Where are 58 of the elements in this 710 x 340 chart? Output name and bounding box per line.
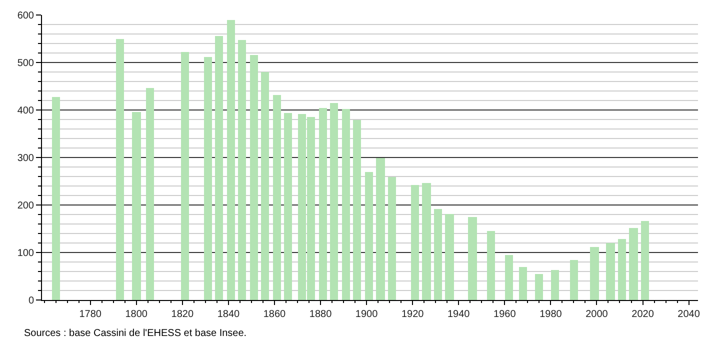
bar: [519, 267, 527, 300]
bar: [468, 217, 477, 300]
source-note: Sources : base Cassini de l'EHESS et base Insee.: [24, 328, 247, 339]
x-tick-label: 2020: [632, 309, 654, 320]
x-tick-label: 1980: [540, 309, 562, 320]
bar: [273, 95, 281, 300]
bar: [445, 214, 454, 300]
bar: [618, 239, 626, 300]
y-tick-label: 500: [17, 58, 34, 69]
bar: [411, 185, 419, 300]
bar: [376, 158, 385, 300]
bar: [434, 209, 442, 300]
y-tick-label: 200: [17, 200, 34, 212]
bar: [551, 270, 559, 300]
bar: [570, 260, 578, 300]
x-tick-label: 1920: [401, 309, 424, 320]
bar: [487, 231, 495, 300]
x-tick-label: 2000: [586, 309, 608, 320]
bar: [388, 177, 396, 300]
bar: [353, 120, 361, 300]
x-tick-label: 1960: [494, 309, 516, 320]
bar: [422, 183, 431, 300]
x-tick-label: 1820: [171, 309, 194, 320]
bar: [181, 52, 189, 300]
bar: [227, 20, 235, 300]
y-tick-label: 300: [17, 153, 34, 164]
bar: [342, 109, 350, 300]
bar: [330, 103, 338, 300]
bar: [146, 88, 154, 300]
bar: [641, 221, 649, 300]
y-tick-label: 600: [17, 10, 34, 22]
x-tick-label: 1800: [125, 309, 148, 320]
bar: [590, 247, 599, 300]
bar: [215, 36, 223, 300]
x-tick-label: 2040: [678, 309, 700, 320]
x-tick-label: 1840: [217, 309, 240, 320]
x-tick-label: 1880: [309, 309, 332, 320]
bar: [606, 243, 615, 300]
bar: [204, 57, 212, 300]
bar: [365, 172, 373, 300]
bar: [284, 113, 292, 300]
bar: [52, 97, 60, 300]
bar: [629, 228, 638, 300]
y-tick-label: 400: [17, 106, 34, 116]
x-tick-label: 1940: [447, 309, 470, 320]
x-tick-label: 1780: [79, 309, 102, 320]
x-tick-label: 1900: [355, 309, 378, 320]
bar: [505, 255, 513, 300]
bar: [535, 274, 543, 300]
y-tick-label: 100: [17, 248, 34, 259]
bar: [116, 39, 124, 300]
bar: [319, 108, 327, 300]
bar: [238, 40, 246, 300]
x-tick-label: 1860: [263, 309, 286, 320]
bar: [261, 72, 269, 300]
bar: [132, 112, 141, 300]
bar: [250, 55, 258, 300]
y-tick-label: 0: [28, 296, 34, 306]
